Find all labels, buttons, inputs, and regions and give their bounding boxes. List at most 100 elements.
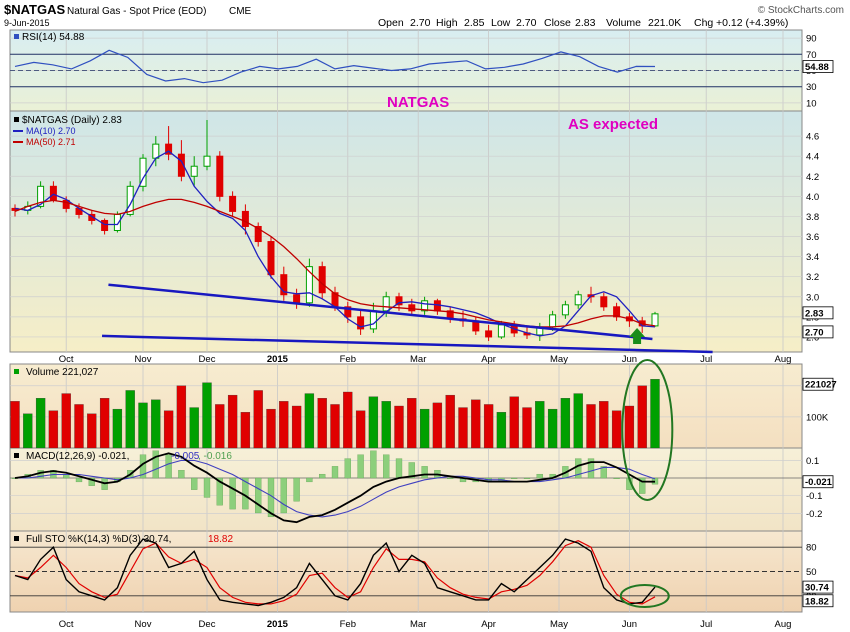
price-candle: [165, 143, 173, 155]
sto-k-current-value-box: [802, 580, 834, 594]
x-tick-label: 2015: [267, 354, 289, 365]
macd-histogram-bar: [639, 477, 646, 494]
macd-y-tick: -0.1: [806, 491, 822, 502]
chg-label: Chg: [694, 17, 713, 29]
volume-legend-swatch: [14, 369, 19, 374]
volume-bar: [611, 410, 622, 449]
x-tick-label-bottom: Oct: [59, 619, 74, 630]
price-candle: [229, 195, 237, 212]
x-tick-label: Aug: [775, 354, 792, 365]
volume-bar: [304, 393, 315, 449]
price-y-tick: 3.6: [806, 232, 819, 243]
macd-legend: MACD(12,26,9) -0.021,: [26, 451, 129, 462]
x-tick-label-bottom: Dec: [199, 619, 216, 630]
volume-bar: [10, 401, 20, 449]
volume-bar: [599, 401, 609, 449]
volume-bar: [23, 413, 33, 449]
chart-header: $NATGAS Natural Gas - Spot Price (EOD) C…: [4, 2, 844, 29]
ma50-line: [14, 198, 656, 328]
macd-histogram-bar: [344, 458, 351, 479]
instrument-name: Natural Gas - Spot Price (EOD): [67, 6, 206, 17]
macd-histogram-bar: [165, 454, 172, 479]
price-candle: [305, 266, 313, 304]
x-tick-label-bottom: Nov: [135, 619, 152, 630]
price-candle: [382, 296, 390, 312]
price-y-tick: 4.2: [806, 172, 819, 183]
volume-bar: [394, 405, 404, 449]
price-candle: [408, 304, 416, 312]
x-tick-label: Apr: [481, 354, 496, 365]
x-tick-label: Oct: [59, 354, 74, 365]
chg-value: +0.12 (+4.39%): [716, 17, 788, 29]
high-label: High: [436, 17, 458, 29]
volume-bar: [253, 390, 263, 449]
macd-histogram-bar: [255, 477, 262, 514]
macd-signal-legend: -0.005: [171, 451, 200, 462]
volume-bar: [330, 404, 340, 449]
price-close-value-box: [802, 306, 834, 320]
price-candle: [613, 306, 621, 318]
macd-histogram-bar: [280, 477, 287, 514]
price-candle: [497, 324, 505, 338]
volume-bar: [291, 405, 302, 449]
volume-bar: [35, 398, 46, 449]
volume-bar: [87, 413, 97, 449]
volume-bar: [458, 407, 468, 449]
sto-d-legend: 18.82: [208, 534, 233, 545]
price-candle: [293, 294, 301, 304]
rsi-y-tick: 90: [806, 34, 817, 45]
volume-bar: [522, 407, 532, 449]
volume-bar: [586, 404, 596, 449]
price-candle: [241, 210, 249, 227]
macd-histogram-bar: [216, 477, 223, 506]
rsi-legend-swatch: [14, 34, 19, 39]
volume-bar: [48, 410, 59, 449]
volume-macd-highlight-ellipse: [621, 359, 674, 501]
low-value: 2.70: [516, 17, 537, 29]
macd-legend-swatch: [14, 453, 19, 458]
volume-label: Volume: [606, 17, 641, 29]
price-y-tick: 4.4: [806, 152, 819, 163]
macd-histogram-bar: [370, 450, 377, 479]
macd-histogram-bar: [421, 466, 428, 479]
price-candle: [177, 153, 185, 177]
price-candle: [574, 294, 582, 306]
annotation-note: AS expected: [568, 116, 658, 133]
macd-histogram-bar: [331, 466, 339, 479]
symbol: $NATGAS: [4, 2, 65, 17]
header-date: 9-Jun-2015: [4, 18, 50, 28]
x-tick-label-bottom: Jun: [622, 619, 637, 630]
x-tick-label-bottom: May: [550, 619, 568, 630]
price-candle: [126, 185, 134, 215]
price-candle: [37, 185, 45, 207]
macd-histogram-bar: [447, 477, 454, 479]
price-candle: [101, 219, 109, 231]
volume-legend: Volume 221,027: [26, 367, 99, 378]
volume-bar: [471, 399, 481, 449]
volume-bar: [125, 390, 135, 449]
volume-bar: [547, 408, 558, 449]
volume-bar: [74, 404, 84, 449]
close-label: Close: [544, 17, 571, 29]
macd-histogram-bar: [191, 477, 198, 490]
price-y-tick: 3.8: [806, 212, 819, 223]
volume-bar: [240, 412, 251, 449]
low-label: Low: [491, 17, 511, 29]
volume-bar: [637, 385, 647, 449]
macd-histogram-bar: [152, 450, 159, 479]
price-candle: [203, 155, 211, 167]
price-candle: [549, 314, 557, 328]
rsi-current-value: 54.88: [805, 62, 829, 73]
volume-bar: [151, 399, 161, 449]
x-tick-label: Jun: [622, 354, 637, 365]
price-candle: [113, 213, 121, 231]
open-value: 2.70: [410, 17, 431, 29]
price-candle: [433, 300, 441, 312]
macd-histogram-bar: [357, 454, 364, 479]
volume-bar: [61, 393, 71, 449]
ma-current-value: 2.70: [805, 327, 824, 338]
price-candle: [344, 306, 352, 318]
price-panel: [9, 110, 803, 353]
volume-bar: [650, 379, 660, 449]
